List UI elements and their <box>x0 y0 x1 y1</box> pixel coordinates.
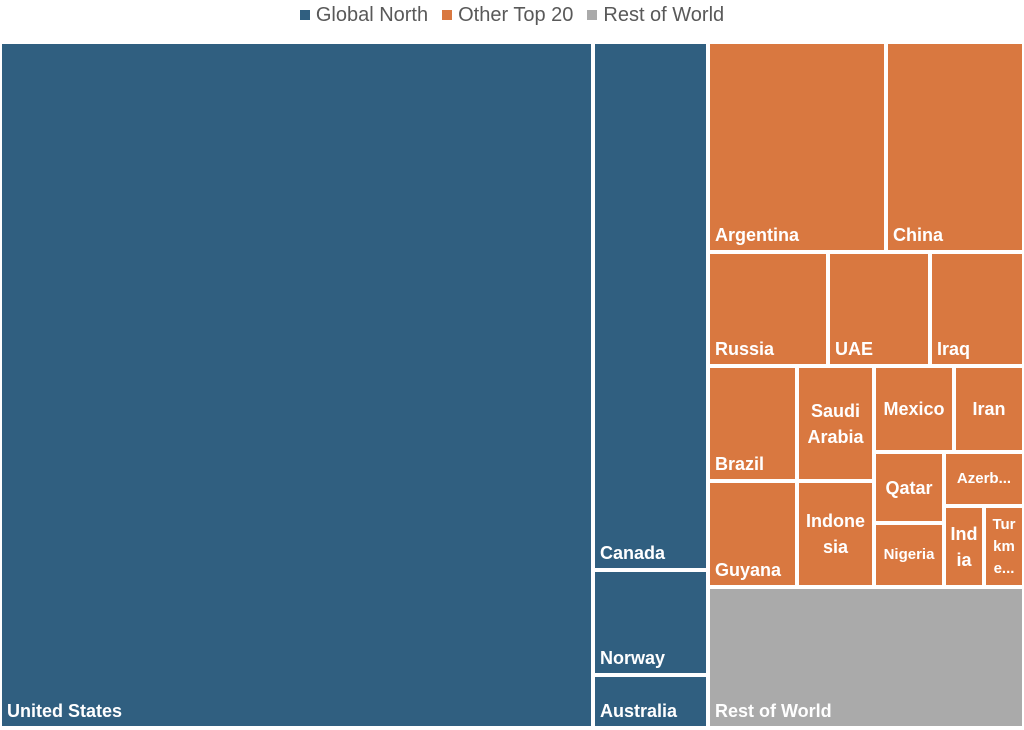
treemap-label: Ind ia <box>950 523 978 570</box>
treemap-tile-azerb: Azerb... <box>944 452 1024 506</box>
treemap-tile-ind-ia: Ind ia <box>944 506 984 587</box>
legend-item-global-north: Global North <box>299 3 429 27</box>
legend-swatch-other-top-20 <box>442 10 453 20</box>
legend-label-other-top-20: Other Top 20 <box>458 3 574 26</box>
treemap-label: Guyana <box>715 560 782 580</box>
treemap-label: Norway <box>600 648 666 668</box>
treemap-tile-indone-sia: Indone sia <box>797 481 874 587</box>
treemap-tile-guyana: Guyana <box>708 481 797 587</box>
treemap-label: Argentina <box>715 225 800 245</box>
treemap-label: Azerb... <box>956 470 1012 487</box>
treemap-tile-norway: Norway <box>593 570 708 675</box>
treemap-label: Russia <box>715 339 775 359</box>
legend-label-rest-of-world: Rest of World <box>603 3 725 26</box>
treemap-label: Tur km e... <box>992 515 1016 577</box>
treemap-tile-qatar: Qatar <box>874 452 944 523</box>
treemap-tile-russia: Russia <box>708 252 828 366</box>
treemap-tile-australia: Australia <box>593 675 708 728</box>
treemap-tile-nigeria: Nigeria <box>874 523 944 587</box>
treemap-label: Brazil <box>715 454 765 474</box>
treemap-tile-tur-km-e: Tur km e... <box>984 506 1024 587</box>
treemap-tile-iraq: Iraq <box>930 252 1024 366</box>
legend-label-global-north: Global North <box>315 3 429 26</box>
treemap-label: China <box>893 225 944 245</box>
treemap-label: Saudi Arabia <box>807 400 864 447</box>
legend-swatch-global-north <box>299 10 310 20</box>
treemap-label: Canada <box>600 543 666 563</box>
legend-item-other-top-20: Other Top 20 <box>442 4 573 27</box>
treemap-tile-china: China <box>886 42 1024 252</box>
treemap-tile-united-states: United States <box>0 42 593 728</box>
treemap-tile-mexico: Mexico <box>874 366 954 452</box>
treemap-tile-canada: Canada <box>593 42 708 570</box>
treemap-tile-argentina: Argentina <box>708 42 886 252</box>
treemap-label: Mexico <box>883 399 945 419</box>
treemap-label: Iran <box>972 399 1006 419</box>
treemap-label: Nigeria <box>883 546 935 563</box>
legend-item-rest-of-world: Rest of World <box>587 4 724 27</box>
treemap-label: Iraq <box>937 339 971 359</box>
legend-swatch-rest-of-world <box>587 10 598 20</box>
treemap-tile-saudi-arabia: Saudi Arabia <box>797 366 874 481</box>
treemap-label: Qatar <box>885 477 933 498</box>
treemap-label: UAE <box>835 339 874 359</box>
treemap-tile-uae: UAE <box>828 252 930 366</box>
chart-legend: Global North Other Top 20 Rest of World <box>0 0 1024 30</box>
treemap-tile-rest-of-world: Rest of World <box>708 587 1024 728</box>
treemap-label: Australia <box>600 701 678 721</box>
treemap-label: Indone sia <box>806 511 865 557</box>
treemap-tile-iran: Iran <box>954 366 1024 452</box>
treemap-label: United States <box>7 701 123 721</box>
treemap-label: Rest of World <box>715 701 832 721</box>
treemap-tile-brazil: Brazil <box>708 366 797 481</box>
